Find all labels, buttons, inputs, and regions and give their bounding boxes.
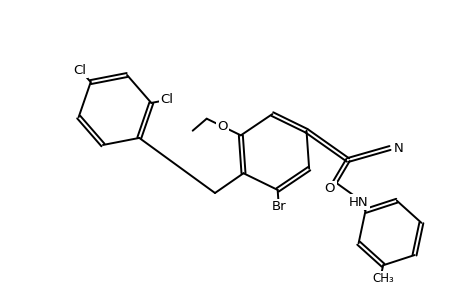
Text: HN: HN bbox=[348, 196, 368, 208]
Text: Cl: Cl bbox=[73, 64, 87, 76]
Text: CH₃: CH₃ bbox=[371, 272, 393, 286]
Text: O: O bbox=[324, 182, 335, 196]
Text: Br: Br bbox=[271, 200, 285, 213]
Text: Cl: Cl bbox=[160, 93, 173, 106]
Text: O: O bbox=[217, 120, 228, 133]
Text: N: N bbox=[393, 142, 403, 154]
